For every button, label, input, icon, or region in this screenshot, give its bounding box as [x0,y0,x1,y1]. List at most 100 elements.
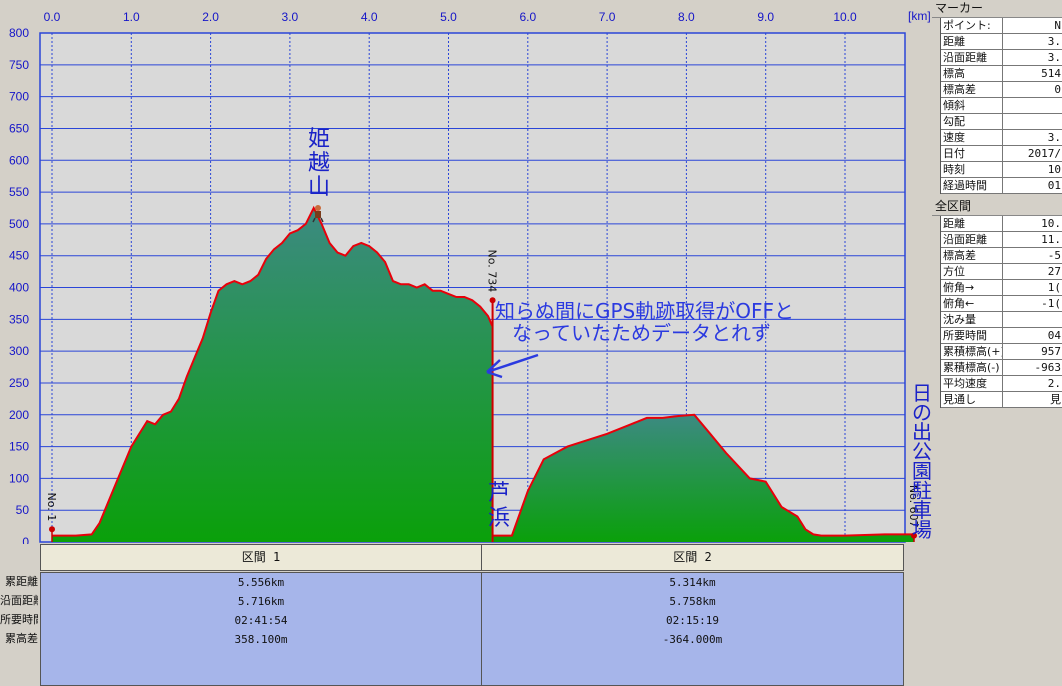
info-row: 日付 2017/ [941,146,1062,162]
info-row: ポイント: N [941,18,1062,34]
info-row: 傾斜 [941,98,1062,114]
x-tick-label: 0.0 [44,10,61,24]
x-tick-label: 8.0 [678,10,695,24]
x-tick-label: 4.0 [361,10,378,24]
y-tick-label: 300 [9,344,29,358]
x-tick-label: 7.0 [599,10,616,24]
x-tick-label: 2.0 [202,10,219,24]
segment-2-time: 02:15:19 [666,614,719,627]
info-value: 01 [1047,179,1061,192]
hiker-icon [312,205,324,223]
y-axis-ticks: 0 50 100 150 200 250 300 350 400 450 500 550 600 650 7… [9,26,29,544]
info-value: 3. [1047,51,1061,64]
info-key: 沈み量 [941,312,1003,327]
info-value: 0 [1054,83,1061,96]
x-tick-label: 5.0 [440,10,457,24]
info-value: 3. [1047,131,1061,144]
segment-2-surface-distance: 5.758km [669,595,716,608]
info-value: 見 [1050,393,1061,406]
y-tick-label: 150 [9,440,29,454]
info-value [1003,98,1062,113]
track-markers: No. 1 No. 734 No. 607 [45,249,920,542]
info-row: 標高 514 [941,66,1062,82]
info-row: 経過時間 01 [941,178,1062,194]
info-key: 距離 [941,216,1003,231]
info-value: 957 [1041,345,1061,358]
gps-track-segment-2 [492,413,914,537]
y-tick-label: 450 [9,249,29,263]
segment-summary-table: 区間 1 区間 2 累距離 沿面距離 所要時間 累高差 5.556km 5.71… [0,544,932,686]
total-panel-title: 全区間 [932,198,1062,216]
info-key: 平均速度 [941,376,1003,391]
info-row: 距離 3. [941,34,1062,50]
segment-1-surface-distance: 5.716km [237,595,285,608]
elevation-profile-chart: 0.0 1.0 2.0 3.0 4.0 5.0 6.0 7.0 8.0 9.0 10.0 [km] … [8,9,932,544]
total-info-grid: 距離 10. 沿面距離 11. 標高差 -5 方位 27 俯角→ 1(俯角← -1(沈み量 所要時間 0… [940,216,1062,408]
info-key: 標高差 [941,248,1003,263]
info-key: 勾配 [941,114,1003,129]
x-tick-label: 9.0 [757,10,774,24]
info-key: 見通し [941,392,1003,407]
info-value: -1( [1041,297,1061,310]
y-tick-label: 800 [9,26,29,40]
info-key: 経過時間 [941,178,1003,193]
y-tick-label: 50 [16,503,30,517]
info-value [1003,114,1062,129]
info-value: 2. [1047,377,1061,390]
y-tick-label: 250 [9,376,29,390]
info-value: N [1054,19,1061,32]
info-row: 平均速度 2. [941,376,1062,392]
info-row: 沈み量 [941,312,1062,328]
info-key: 距離 [941,34,1003,49]
info-row: 方位 27 [941,264,1062,280]
info-key: 累積標高(+) [943,344,1003,359]
annotation-char: 姫 [308,127,330,152]
marker-label: No. 607 [907,485,920,528]
elevation-area-segment-1 [52,208,493,542]
info-row: 沿面距離 11. [941,232,1062,248]
info-key: 沿面距離 [941,50,1003,65]
annotation-char: 公 [912,440,932,464]
info-value: 27 [1047,265,1061,278]
info-value: 10. [1041,217,1061,230]
info-value: 2017/ [1027,147,1061,160]
info-row: 見通し 見 [941,392,1062,408]
annotation-char: 駐 [912,479,932,503]
missing-data-note-line1: 知らぬ間にGPS軌跡取得がOFFと [495,299,794,323]
info-key: 累積標高(-) [941,360,1003,375]
x-tick-label: 6.0 [519,10,536,24]
segment-2-values: 5.314km 5.758km 02:15:19 -364.000m [481,572,904,686]
info-value: 3. [1047,35,1061,48]
info-key: 沿面距離 [941,232,1003,247]
info-row: 累積標高(+) 957 [941,344,1062,360]
info-key: 俯角→ [941,280,1003,295]
info-row: 俯角← -1( [941,296,1062,312]
x-axis-ticks: 0.0 1.0 2.0 3.0 4.0 5.0 6.0 7.0 8.0 9.0 10.0 [44,10,857,24]
info-row: 標高差 0 [941,82,1062,98]
segment-2-header[interactable]: 区間 2 [481,544,904,571]
y-tick-label: 650 [9,121,29,135]
marker-dot[interactable] [49,526,55,533]
info-value: 11. [1041,233,1061,246]
info-row: 標高差 -5 [941,248,1062,264]
x-unit-label: [km] [908,9,931,23]
y-tick-label: 550 [9,185,29,199]
peak-annotation: 姫越山 [308,127,330,200]
info-row: 累積標高(-) -963 [941,360,1062,376]
arrow-icon [486,353,539,379]
info-key: ポイント: [941,18,1003,33]
info-key: 標高 [941,66,1003,81]
annotation-char: 場 [912,518,932,542]
segment-2-distance: 5.314km [669,576,716,589]
marker-dot[interactable] [489,297,496,304]
segment-1-header[interactable]: 区間 1 [40,544,482,571]
row-label-time: 所要時間 [0,613,38,626]
annotation-char: 浜 [488,506,510,531]
info-key: 方位 [941,264,1003,279]
annotation-char: 山 [308,175,330,200]
row-label-distance: 累距離 [5,575,38,588]
y-tick-label: 350 [9,312,29,326]
info-key: 傾斜 [941,98,1003,113]
annotation-char: の [912,401,932,425]
marker-dot[interactable] [910,532,917,539]
